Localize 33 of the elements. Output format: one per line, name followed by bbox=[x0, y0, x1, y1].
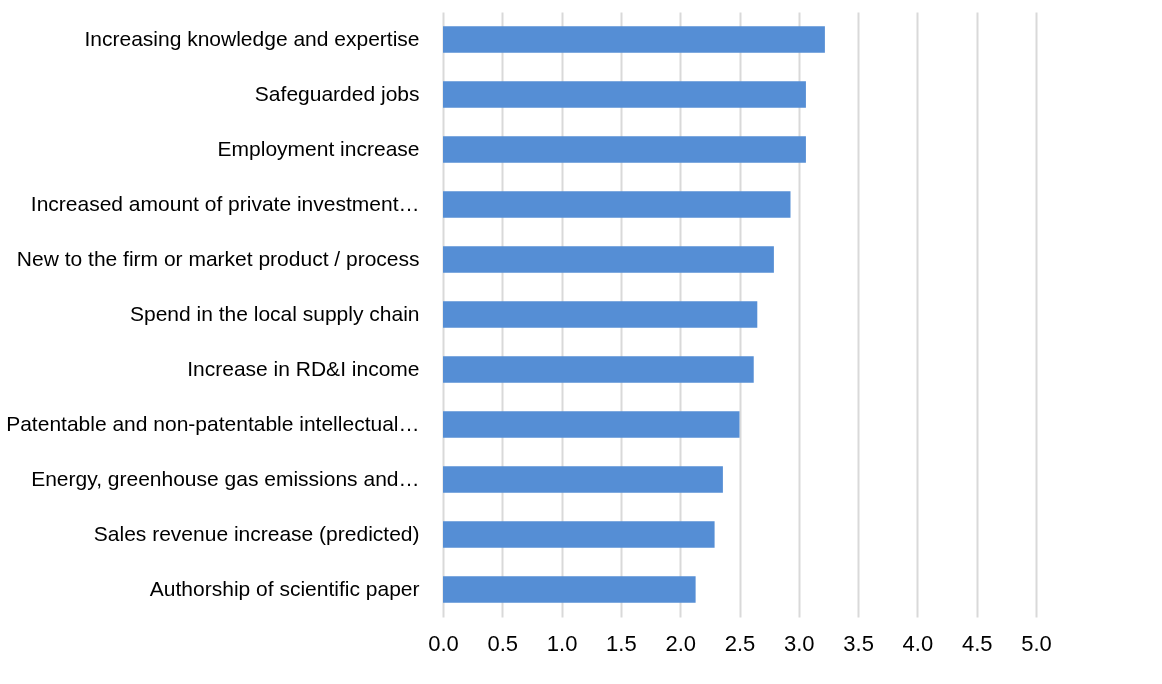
x-tick-label: 2.0 bbox=[665, 630, 696, 656]
y-tick-label: Authorship of scientific paper bbox=[149, 576, 420, 600]
bar bbox=[443, 411, 740, 438]
x-tick-label: 0.0 bbox=[428, 630, 459, 656]
bar bbox=[443, 246, 774, 273]
y-tick-label: Increasing knowledge and expertise bbox=[84, 26, 420, 50]
x-tick-label: 0.5 bbox=[487, 630, 519, 656]
x-tick-label: 1.0 bbox=[546, 630, 578, 656]
x-tick-label: 5.0 bbox=[1021, 630, 1052, 656]
y-tick-label: Patentable and non-patentable intellectual… bbox=[6, 411, 420, 435]
y-tick-label: Spend in the local supply chain bbox=[129, 301, 420, 325]
bar bbox=[443, 356, 754, 383]
bar bbox=[443, 301, 758, 328]
bar bbox=[443, 466, 723, 493]
bar bbox=[443, 576, 696, 603]
x-tick-label: 4.0 bbox=[902, 630, 934, 656]
y-tick-label: Safeguarded jobs bbox=[254, 81, 420, 105]
y-tick-label: Sales revenue increase (predicted) bbox=[93, 521, 420, 545]
x-tick-label: 4.5 bbox=[961, 630, 993, 656]
x-tick-label: 3.0 bbox=[784, 630, 815, 656]
bar bbox=[443, 26, 825, 53]
y-tick-label: Increased amount of private investment… bbox=[30, 191, 420, 215]
x-tick-label: 1.5 bbox=[606, 630, 637, 656]
bar bbox=[443, 521, 715, 548]
x-tick-label: 3.5 bbox=[843, 630, 874, 656]
x-tick-label: 2.5 bbox=[724, 630, 756, 656]
bar bbox=[443, 136, 806, 163]
y-tick-label: New to the firm or market product / process bbox=[16, 246, 420, 270]
y-tick-label: Energy, greenhouse gas emissions and… bbox=[31, 466, 420, 490]
y-tick-label: Employment increase bbox=[217, 136, 420, 160]
bar bbox=[443, 81, 806, 108]
bar bbox=[443, 191, 791, 218]
y-tick-label: Increase in RD&I income bbox=[187, 356, 420, 380]
